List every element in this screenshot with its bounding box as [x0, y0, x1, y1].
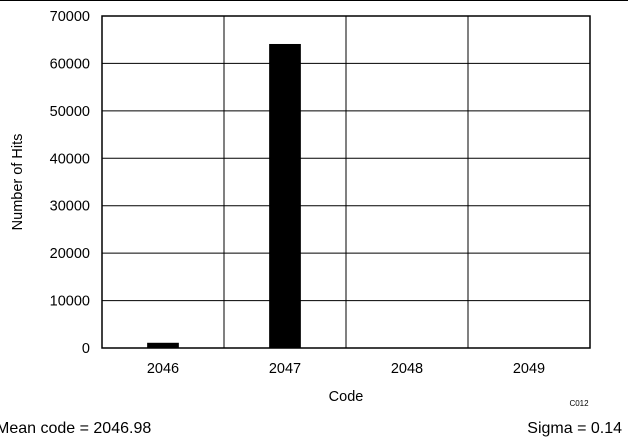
y-tick-label-0: 0	[82, 341, 90, 357]
y-tick-labels: 0 10000 20000 30000 40000 50000 60000 70000	[50, 9, 90, 357]
bar-2047	[269, 43, 301, 349]
sigma-label: Sigma = 0.14	[527, 420, 622, 437]
x-tick-label-2047: 2047	[269, 361, 301, 377]
y-tick-label-1: 10000	[50, 294, 90, 310]
x-tick-label-2048: 2048	[391, 361, 423, 377]
plot-frame	[101, 15, 591, 349]
bars	[147, 43, 301, 349]
y-tick-label-3: 30000	[50, 199, 90, 215]
grid-lines	[102, 15, 590, 349]
x-tick-label-2049: 2049	[513, 361, 545, 377]
top-rule	[0, 0, 628, 1]
mean-code-label: Mean code = 2046.98	[0, 420, 152, 437]
x-axis-title: Code	[329, 389, 364, 405]
x-tick-labels: 2046 2047 2048 2049	[147, 361, 545, 377]
x-tick-label-2046: 2046	[147, 361, 179, 377]
y-tick-label-7: 70000	[50, 9, 90, 25]
y-tick-label-4: 40000	[50, 151, 90, 167]
y-tick-label-5: 50000	[50, 104, 90, 120]
y-axis-title: Number of Hits	[10, 134, 26, 231]
figure-code: C012	[569, 399, 589, 408]
bar-2046	[147, 342, 179, 348]
y-tick-label-6: 60000	[50, 56, 90, 72]
y-tick-label-2: 20000	[50, 246, 90, 262]
